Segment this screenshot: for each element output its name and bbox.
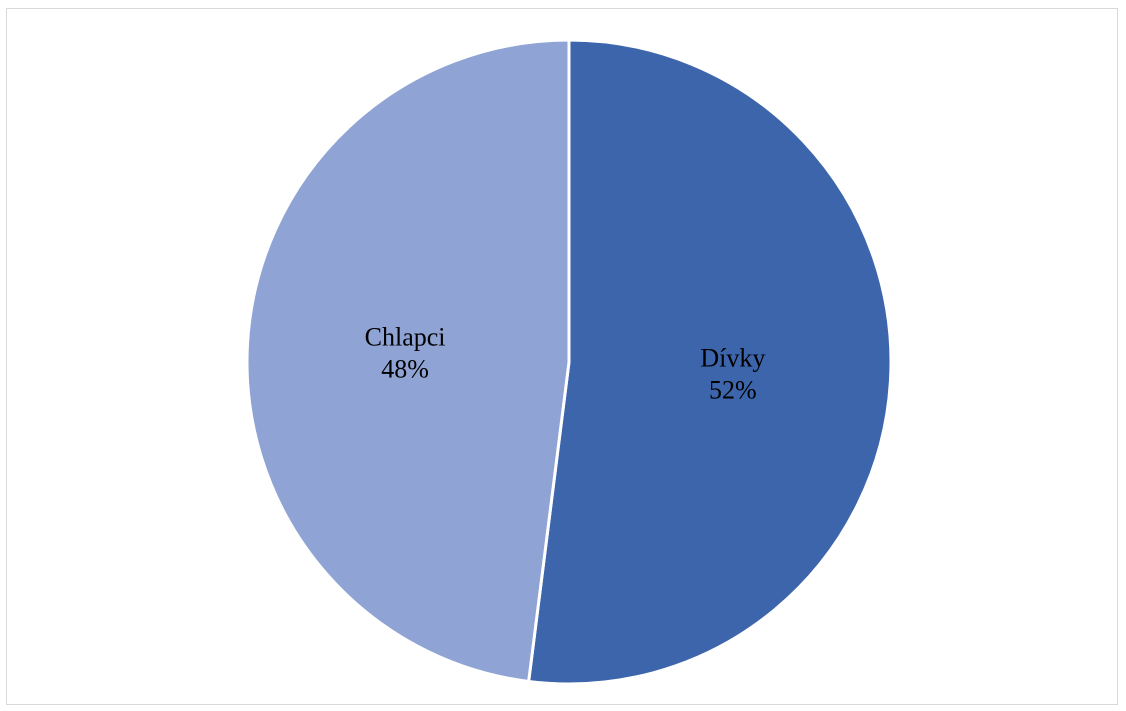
pie-slice-0	[527, 38, 893, 686]
slice-percent-0: 52%	[709, 375, 757, 404]
pie-labels: Dívky 52% Chlapci 48%	[365, 323, 766, 405]
pie-slice-1	[245, 38, 571, 683]
pie-slices	[245, 38, 893, 686]
slice-label-1: Chlapci	[365, 323, 446, 352]
slice-percent-1: 48%	[381, 355, 429, 384]
slice-label-0: Dívky	[700, 343, 765, 372]
